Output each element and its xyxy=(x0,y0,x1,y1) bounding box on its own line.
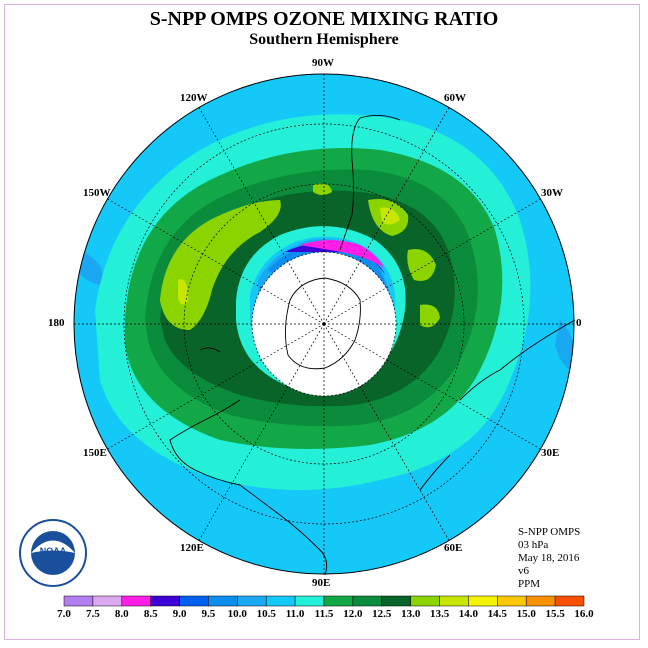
south-america-coast xyxy=(339,117,361,251)
longitude-label: 120W xyxy=(180,92,208,104)
meridian-7 xyxy=(198,323,325,541)
south-pole-marker xyxy=(322,322,326,326)
colorbar-swatch xyxy=(63,595,94,607)
colorbar-swatch xyxy=(294,595,325,607)
noaa-logo: NOAA xyxy=(19,519,87,587)
meridian-10 xyxy=(107,198,325,325)
colorbar-swatch xyxy=(179,595,209,607)
australia-coast xyxy=(169,399,328,576)
info-instrument: S-NPP OMPS xyxy=(518,526,581,538)
colorbar-swatch xyxy=(410,595,440,607)
longitude-label: 60E xyxy=(444,542,463,554)
patch-10-0-east xyxy=(555,320,574,375)
longitude-label: 90W xyxy=(312,57,334,69)
patch-13-0-west xyxy=(160,200,281,330)
longitude-label: 60W xyxy=(444,92,466,104)
longitude-label: 150E xyxy=(83,447,107,459)
colorbar-label: 10.0 xyxy=(227,608,247,620)
colorbar-label: 11.0 xyxy=(285,608,305,620)
colorbar-label: 16.0 xyxy=(574,608,594,620)
longitude-label: 30E xyxy=(541,447,560,459)
patch-13-0-east xyxy=(420,304,440,328)
band-8-5-inner xyxy=(285,242,385,275)
colorbar-label: 12.0 xyxy=(343,608,363,620)
frame-border xyxy=(4,4,640,640)
info-level: 03 hPa xyxy=(518,539,549,551)
colorbar-label: 14.0 xyxy=(458,608,479,620)
meridian-2 xyxy=(323,198,541,325)
colorbar-swatch xyxy=(525,595,556,607)
new-zealand xyxy=(199,347,221,353)
antarctica-coast xyxy=(285,277,361,370)
colorbar-label: 8.0 xyxy=(114,608,129,620)
colorbar-label: 14.5 xyxy=(487,608,507,620)
colorbar-swatch xyxy=(121,595,151,607)
map-title: S-NPP OMPS OZONE MIXING RATIO xyxy=(149,8,499,30)
patch-13-0-ne xyxy=(407,249,436,281)
patch-13-5-west xyxy=(178,279,188,305)
colorbar-swatch xyxy=(439,595,469,607)
colorbar-label: 9.5 xyxy=(201,608,216,620)
info-version: v6 xyxy=(518,565,529,577)
colorbar xyxy=(63,595,585,607)
colorbar-swatch xyxy=(92,595,123,607)
south-america-east xyxy=(359,115,401,121)
map-subtitle: Southern Hemisphere xyxy=(249,31,399,48)
info-date: May 18, 2016 xyxy=(518,552,580,564)
colorbar-swatch xyxy=(323,595,354,607)
logo-text: NOAA xyxy=(40,546,67,556)
longitude-label: 90E xyxy=(312,577,331,589)
meridian-8 xyxy=(107,323,325,450)
meridian-5 xyxy=(323,323,450,541)
patch-13-0-top xyxy=(313,183,332,195)
meridian-1 xyxy=(323,107,450,325)
colorbar-label: 10.5 xyxy=(256,608,276,620)
longitude-label: 150W xyxy=(83,187,111,199)
colorbar-label: 13.5 xyxy=(429,608,450,620)
longitude-label: 30W xyxy=(541,187,563,199)
colorbar-label: 15.5 xyxy=(545,608,565,620)
colorbar-label: 11.5 xyxy=(314,608,334,620)
colorbar-label: 8.5 xyxy=(143,608,158,620)
africa-coast xyxy=(459,319,576,401)
colorbar-swatch xyxy=(497,595,527,607)
longitude-label: 180 xyxy=(48,317,65,329)
longitude-label: 0 xyxy=(576,317,582,329)
colorbar-label: 12.5 xyxy=(372,608,392,620)
info-units: PPM xyxy=(518,578,541,590)
colorbar-swatch xyxy=(265,595,296,607)
colorbar-swatch xyxy=(352,595,383,607)
colorbar-label: 15.0 xyxy=(516,608,536,620)
graticule xyxy=(74,74,574,574)
madagascar xyxy=(419,454,451,491)
info-panel: S-NPP OMPS 03 hPa May 18, 2016 v6 PPM xyxy=(518,526,580,591)
meridian-11 xyxy=(198,107,325,325)
colorbar-swatch xyxy=(554,595,585,607)
colorbar-label: 13.0 xyxy=(401,608,421,620)
band-8-0-inner xyxy=(300,240,384,268)
colorbar-swatch xyxy=(208,595,238,607)
colorbar-label: 7.5 xyxy=(86,608,100,620)
globe-outline xyxy=(73,73,575,575)
colorbar-label: 9.0 xyxy=(172,608,187,620)
colorbar-label: 7.0 xyxy=(57,608,71,620)
coastlines xyxy=(169,115,576,576)
patch-13-5-north xyxy=(380,207,400,225)
longitude-label: 120E xyxy=(180,542,204,554)
meridian-4 xyxy=(323,323,541,450)
colorbar-swatch xyxy=(237,595,267,607)
colorbar-swatch xyxy=(468,595,498,607)
colorbar-swatch xyxy=(381,595,411,607)
colorbar-swatch xyxy=(150,595,180,607)
